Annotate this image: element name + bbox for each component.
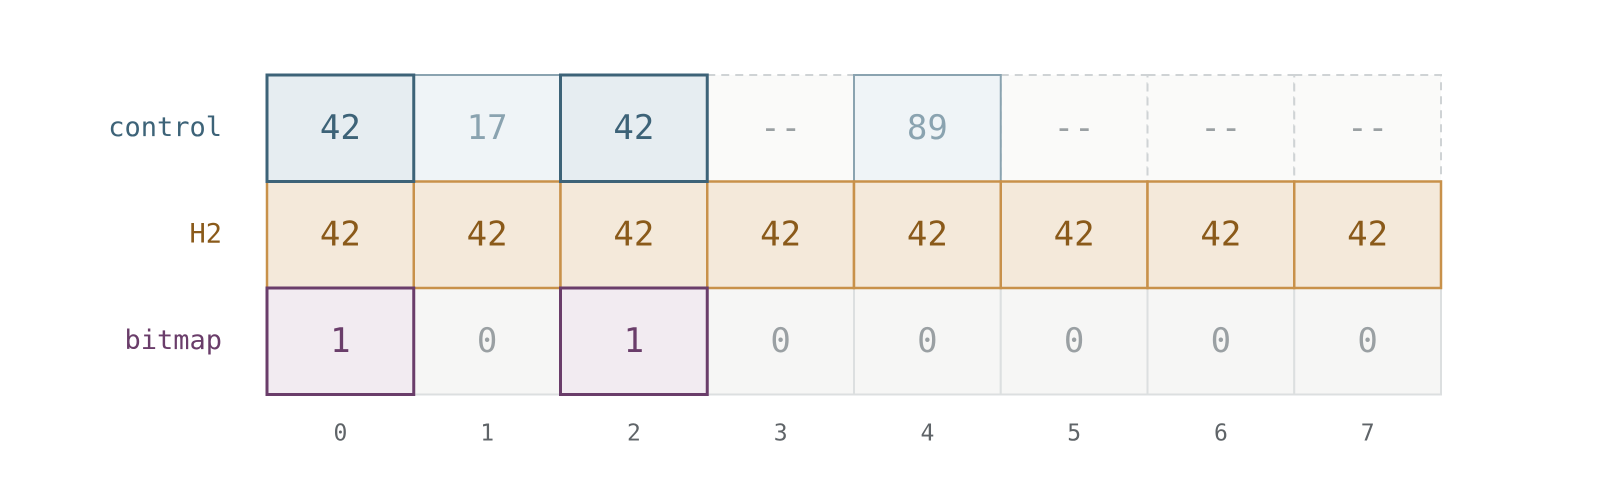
cell: -- [999, 74, 1149, 183]
cell-value: 1 [330, 321, 350, 361]
column-index: 5 [1067, 421, 1081, 447]
cell: -- [1293, 74, 1442, 183]
cell-value: -- [1347, 108, 1388, 148]
cell-box [1293, 287, 1442, 396]
cell: 42 [412, 180, 562, 290]
cell-value: 0 [1357, 321, 1377, 361]
cell: 0 [706, 287, 855, 396]
cell: 0 [1293, 287, 1442, 396]
cell: 42 [999, 180, 1149, 290]
cell: 0 [412, 287, 562, 396]
cell: 42 [265, 180, 415, 290]
cell-box [1146, 287, 1296, 396]
column-index: 3 [774, 421, 788, 447]
cell: 42 [706, 180, 856, 290]
cell: 0 [853, 287, 1002, 396]
cell-box [853, 74, 1002, 183]
cell-box [1293, 74, 1442, 183]
cell-box [999, 287, 1149, 396]
cell-box [559, 286, 709, 396]
cell-value: 42 [467, 214, 508, 254]
cell-value: 42 [320, 214, 361, 254]
column-index: 1 [480, 421, 494, 447]
cell-value: 42 [760, 214, 801, 254]
column-index: 2 [627, 421, 641, 447]
cell-value: 42 [613, 214, 654, 254]
cell-value: -- [1200, 108, 1241, 148]
cell-box [1293, 180, 1443, 290]
cell-value: 0 [1064, 321, 1084, 361]
cell: 42 [265, 73, 416, 183]
cell: 42 [852, 180, 1002, 290]
cell-box [265, 286, 416, 396]
column-index: 0 [333, 421, 347, 447]
cell-value: 42 [1054, 214, 1095, 254]
cell-box [412, 287, 562, 396]
cell: 42 [1293, 180, 1443, 290]
cell-value: 42 [1200, 214, 1241, 254]
cell-box [265, 73, 416, 183]
cell: 0 [1146, 287, 1296, 396]
row-label: bitmap [124, 325, 222, 356]
cell-value: 0 [477, 321, 497, 361]
cell: 42 [559, 180, 709, 290]
cell-box [1146, 74, 1296, 183]
cell-value: -- [1054, 108, 1095, 148]
cell-box [999, 180, 1149, 290]
cell-box [1146, 180, 1296, 290]
cell: 42 [559, 73, 709, 183]
cell-value: 42 [907, 214, 948, 254]
cell: 1 [265, 286, 416, 396]
cell-value: 17 [467, 108, 508, 148]
cell-value: 42 [613, 108, 654, 148]
cell-value: 0 [917, 321, 937, 361]
cell-value: 42 [320, 108, 361, 148]
cell: -- [706, 74, 855, 183]
cell-value: 0 [1211, 321, 1231, 361]
cell: 17 [412, 74, 562, 183]
column-index: 4 [920, 421, 934, 447]
row-label: H2 [189, 218, 222, 249]
cell-value: 0 [770, 321, 790, 361]
column-index: 7 [1361, 421, 1375, 447]
cell-box [412, 180, 562, 290]
cell-box [559, 73, 709, 183]
cell-value: 42 [1347, 214, 1388, 254]
cell: 1 [559, 286, 709, 396]
cell-value: 89 [907, 108, 948, 148]
cell-box [706, 74, 855, 183]
cell: 0 [999, 287, 1149, 396]
cell: 42 [1146, 180, 1296, 290]
cell-box [706, 180, 856, 290]
column-index: 6 [1214, 421, 1228, 447]
cell: 89 [853, 74, 1002, 183]
cell-box [853, 287, 1002, 396]
row-label: control [108, 112, 222, 143]
cell: -- [1146, 74, 1296, 183]
cell-value: 1 [624, 321, 644, 361]
cell-value: -- [760, 108, 801, 148]
cell-box [999, 74, 1149, 183]
cell-box [852, 180, 1002, 290]
